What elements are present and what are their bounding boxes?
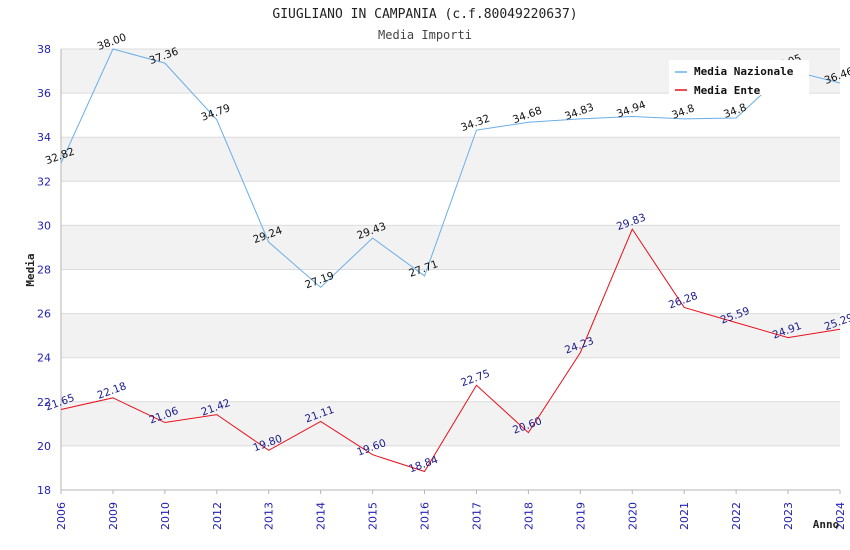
legend: Media Nazionale Media Ente bbox=[669, 60, 809, 97]
legend-label-media-ente: Media Ente bbox=[694, 84, 761, 97]
x-tick-label: 2018 bbox=[522, 502, 535, 530]
x-tick-label: 2021 bbox=[678, 502, 691, 530]
x-tick-label: 2012 bbox=[211, 502, 224, 530]
y-tick-label: 32 bbox=[37, 175, 51, 188]
plot-band bbox=[61, 357, 840, 402]
plot-band bbox=[61, 401, 840, 446]
y-tick-label: 30 bbox=[37, 219, 51, 232]
x-tick-label: 2020 bbox=[626, 502, 639, 530]
plot-band bbox=[61, 137, 840, 182]
y-tick-label: 20 bbox=[37, 440, 51, 453]
plot-band bbox=[61, 225, 840, 270]
x-tick-labels: 2006 2009 2010 2012 2013 2014 2015 2016 2017 2018… bbox=[55, 502, 847, 530]
x-tick-label: 2009 bbox=[107, 502, 120, 530]
legend-label-media-nazionale: Media Nazionale bbox=[694, 65, 794, 78]
x-tick-label: 2006 bbox=[55, 502, 68, 530]
plot-band bbox=[61, 313, 840, 358]
series-line-media-ente bbox=[60, 228, 841, 473]
x-axis-title: Anno bbox=[813, 518, 840, 531]
x-tick-label: 2022 bbox=[730, 502, 743, 530]
y-tick-label: 26 bbox=[37, 308, 51, 321]
chart-title: GIUGLIANO IN CAMPANIA (c.f.80049220637) bbox=[272, 7, 577, 22]
x-tick-label: 2015 bbox=[367, 502, 380, 530]
y-tick-label: 24 bbox=[37, 352, 51, 365]
plot-background-bands bbox=[61, 49, 840, 490]
y-tick-labels: 18 20 22 24 26 28 30 32 34 36 38 bbox=[37, 43, 51, 497]
series-lines bbox=[60, 48, 841, 473]
y-tick-label: 28 bbox=[37, 264, 51, 277]
x-tick-label: 2024 bbox=[834, 502, 847, 530]
legend-box bbox=[669, 60, 809, 95]
plot-band bbox=[61, 93, 840, 138]
x-tick-label: 2014 bbox=[315, 502, 328, 530]
y-tick-label: 36 bbox=[37, 87, 51, 100]
y-axis-title: Media bbox=[24, 253, 37, 286]
x-tick-label: 2010 bbox=[159, 502, 172, 530]
axes bbox=[60, 49, 841, 494]
x-tick-label: 2023 bbox=[782, 502, 795, 530]
x-tick-label: 2013 bbox=[263, 502, 276, 530]
y-tick-label: 38 bbox=[37, 43, 51, 56]
series-line-media-nazionale bbox=[60, 48, 841, 289]
y-tick-label: 22 bbox=[37, 396, 51, 409]
chart-subtitle: Media Importi bbox=[378, 28, 472, 42]
x-tick-label: 2016 bbox=[419, 502, 432, 530]
plot-band bbox=[61, 269, 840, 314]
plot-band bbox=[61, 445, 840, 490]
x-tick-label: 2019 bbox=[574, 502, 587, 530]
y-tick-label: 34 bbox=[37, 131, 51, 144]
x-tick-label: 2017 bbox=[470, 502, 483, 530]
y-tick-label: 18 bbox=[37, 484, 51, 497]
